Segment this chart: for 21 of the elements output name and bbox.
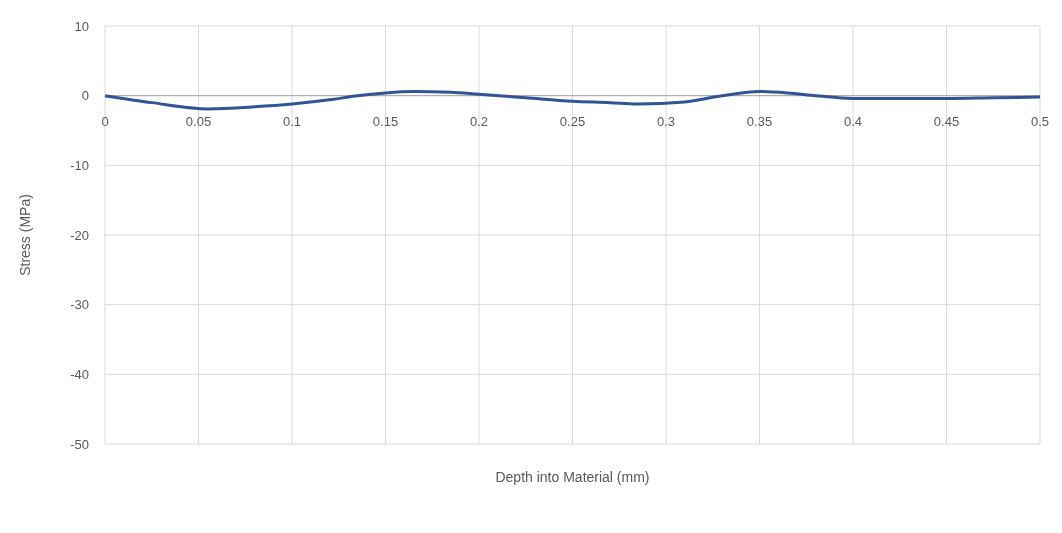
- x-tick-label: 0.4: [843, 113, 863, 129]
- y-tick-label: 10: [74, 18, 89, 34]
- line-series: [103, 89, 1042, 111]
- x-tick-label: 0.35: [746, 113, 773, 129]
- x-tick-label: 0.5: [1030, 113, 1050, 129]
- y-axis-title: Stress (MPa): [17, 194, 33, 276]
- x-tick-label: 0.45: [933, 113, 960, 129]
- y-tick-label: -10: [70, 157, 89, 173]
- x-tick-label: 0.05: [185, 113, 212, 129]
- x-tick-label: 0.1: [282, 113, 302, 129]
- y-tick-label: -30: [70, 297, 89, 313]
- y-tick-label: -40: [70, 366, 89, 382]
- y-tick-label: -20: [70, 227, 89, 243]
- y-tick-label: 0: [81, 88, 89, 104]
- x-tick-label: 0: [101, 113, 109, 129]
- x-tick-label: 0.15: [372, 113, 399, 129]
- x-tick-label: 0.25: [559, 113, 586, 129]
- x-tick-label: 0.2: [469, 113, 489, 129]
- x-axis-title: Depth into Material (mm): [495, 469, 650, 485]
- x-tick-label: 0.3: [656, 113, 676, 129]
- y-tick-label: -50: [70, 436, 89, 452]
